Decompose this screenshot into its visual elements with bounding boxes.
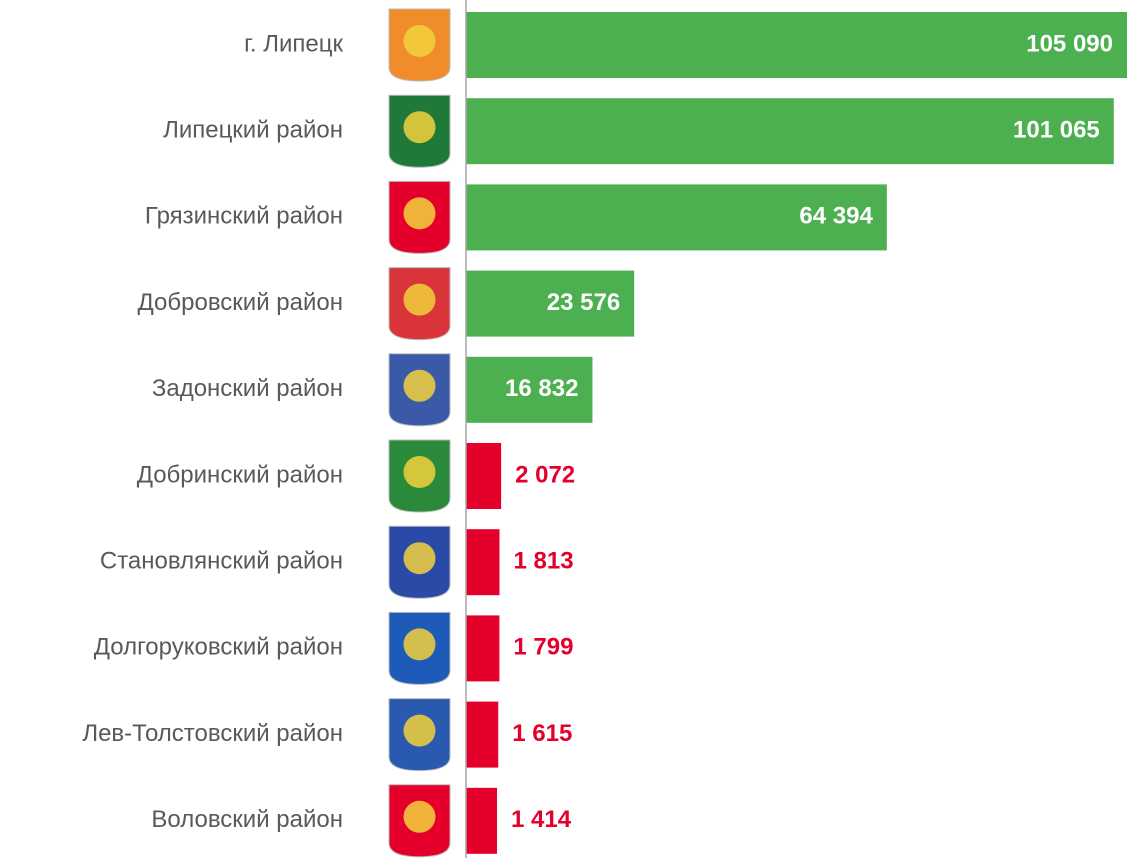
- category-label: Добринский район: [137, 461, 343, 488]
- emblem-detail: [403, 628, 436, 661]
- bar-group: [466, 12, 1127, 854]
- category-label: Лев-Толстовский район: [82, 720, 343, 747]
- value-label: 1 615: [512, 720, 572, 747]
- emblem-detail: [403, 800, 436, 833]
- category-label: Задонский район: [152, 375, 343, 402]
- category-label: Грязинский район: [145, 203, 343, 230]
- bar: [466, 356, 593, 423]
- bar: [466, 184, 887, 251]
- emblem-detail: [403, 714, 436, 747]
- value-label: 1 799: [513, 634, 573, 661]
- value-label: 64 394: [799, 203, 873, 230]
- bar: [466, 270, 635, 337]
- emblem-detail: [403, 283, 436, 316]
- value-label: 101 065: [1013, 117, 1100, 144]
- category-label: Долгоруковский район: [94, 634, 343, 661]
- bar: [466, 615, 500, 682]
- emblem-detail: [403, 456, 436, 488]
- bar: [466, 12, 1127, 78]
- value-label: 23 576: [547, 289, 620, 316]
- emblem-detail: [403, 542, 436, 575]
- bar: [466, 701, 499, 768]
- bar: [466, 529, 500, 596]
- value-label: 2 072: [515, 461, 575, 488]
- emblem-detail: [403, 25, 436, 57]
- category-label: Становлянский район: [100, 548, 343, 575]
- value-label: 1 813: [514, 548, 574, 575]
- category-label: Липецкий район: [163, 117, 343, 144]
- emblem-detail: [403, 111, 436, 144]
- emblem-detail: [403, 369, 436, 402]
- value-label: 1 414: [511, 806, 572, 833]
- emblem-detail: [403, 197, 436, 230]
- category-label: Воловский район: [151, 806, 343, 833]
- bar: [466, 443, 502, 509]
- category-label: г. Липецк: [244, 30, 343, 57]
- bar: [466, 787, 498, 854]
- category-label: Добровский район: [138, 289, 343, 316]
- value-label: 105 090: [1026, 30, 1113, 57]
- bar: [466, 98, 1114, 165]
- value-label: 16 832: [505, 375, 578, 402]
